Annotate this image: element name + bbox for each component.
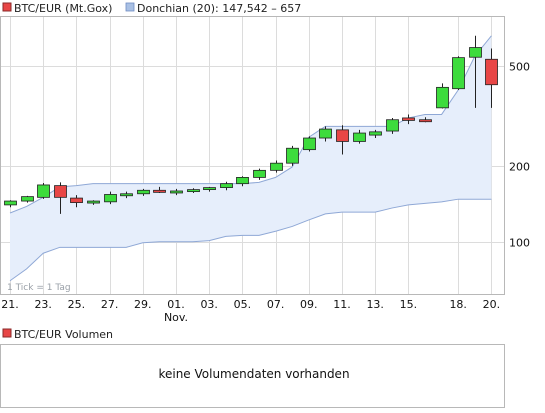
candle-up <box>236 177 249 185</box>
volume-legend-label: BTC/EUR Volumen <box>14 328 113 341</box>
candle-up <box>120 193 133 197</box>
candle-up <box>319 128 332 139</box>
candle-up <box>436 86 449 109</box>
y-tick-label: 500 <box>509 61 530 74</box>
candle-up <box>4 200 17 206</box>
x-tick-label: 05. <box>234 298 252 311</box>
x-tick-label: 09. <box>300 298 318 311</box>
x-tick-label: 29. <box>134 298 152 311</box>
candle-up <box>286 147 299 164</box>
candle-up <box>253 169 266 178</box>
x-tick-label: 25. <box>68 298 86 311</box>
donchian-band <box>9 35 492 282</box>
candle-up <box>170 190 183 194</box>
candle-up <box>203 187 216 191</box>
candle-up <box>220 183 233 188</box>
donchian-band-fill <box>10 35 492 281</box>
x-tick-label: 01. <box>167 298 185 311</box>
candle-down <box>153 189 166 193</box>
candle-up <box>87 200 100 204</box>
donchian-lower-line <box>9 198 492 282</box>
candle-down <box>70 197 83 203</box>
y-axis: 100 200 500 <box>509 61 530 250</box>
candle-down <box>485 58 498 86</box>
tick-note: 1 Tick = 1 Tag <box>7 283 71 293</box>
candle-up <box>369 131 382 136</box>
candle-up <box>469 47 482 58</box>
candles-layer <box>4 35 498 214</box>
x-tick-label: 27. <box>101 298 119 311</box>
candle-up <box>452 57 465 90</box>
x-tick-label: 15. <box>400 298 418 311</box>
donchian-upper-line <box>9 35 492 214</box>
volume-panel <box>0 344 505 408</box>
candle-down <box>402 117 415 121</box>
candle-up <box>386 119 399 132</box>
indicator-legend-swatch <box>125 2 135 12</box>
x-tick-label: 23. <box>34 298 52 311</box>
volume-legend-swatch <box>2 328 12 338</box>
series-legend-swatch <box>2 2 12 12</box>
x-axis: 21. 23. 25. 27. 29. 01. 03. 05. 07. 09. 11. 13. 15. 1… <box>1 298 500 324</box>
y-tick-label: 100 <box>509 237 530 250</box>
x-tick-label: 03. <box>200 298 218 311</box>
x-tick-label: 11. <box>333 298 351 311</box>
candle-up <box>37 184 50 198</box>
x-tick-label: 18. <box>449 298 467 311</box>
x-tick-label: 07. <box>267 298 285 311</box>
candle-up <box>21 196 34 202</box>
candle-up <box>270 162 283 171</box>
candle-up <box>303 137 316 151</box>
indicator-legend-label: Donchian (20): 147,542 – 657 <box>137 2 301 15</box>
candle-down <box>54 185 67 198</box>
candle-up <box>187 189 200 193</box>
candle-up <box>104 194 117 203</box>
candle-up <box>353 132 366 142</box>
candle-up <box>137 189 150 195</box>
x-tick-label: 13. <box>366 298 384 311</box>
plot-frame <box>0 16 505 295</box>
volume-empty-message: keine Volumendaten vorhanden <box>158 367 349 381</box>
x-tick-label: 20. <box>483 298 501 311</box>
x-tick-label: 21. <box>1 298 19 311</box>
series-legend-label: BTC/EUR (Mt.Gox) <box>14 2 112 15</box>
candle-down <box>419 119 432 123</box>
candle-down <box>336 129 349 142</box>
y-tick-label: 200 <box>509 161 530 174</box>
x-month-label: Nov. <box>164 311 188 324</box>
